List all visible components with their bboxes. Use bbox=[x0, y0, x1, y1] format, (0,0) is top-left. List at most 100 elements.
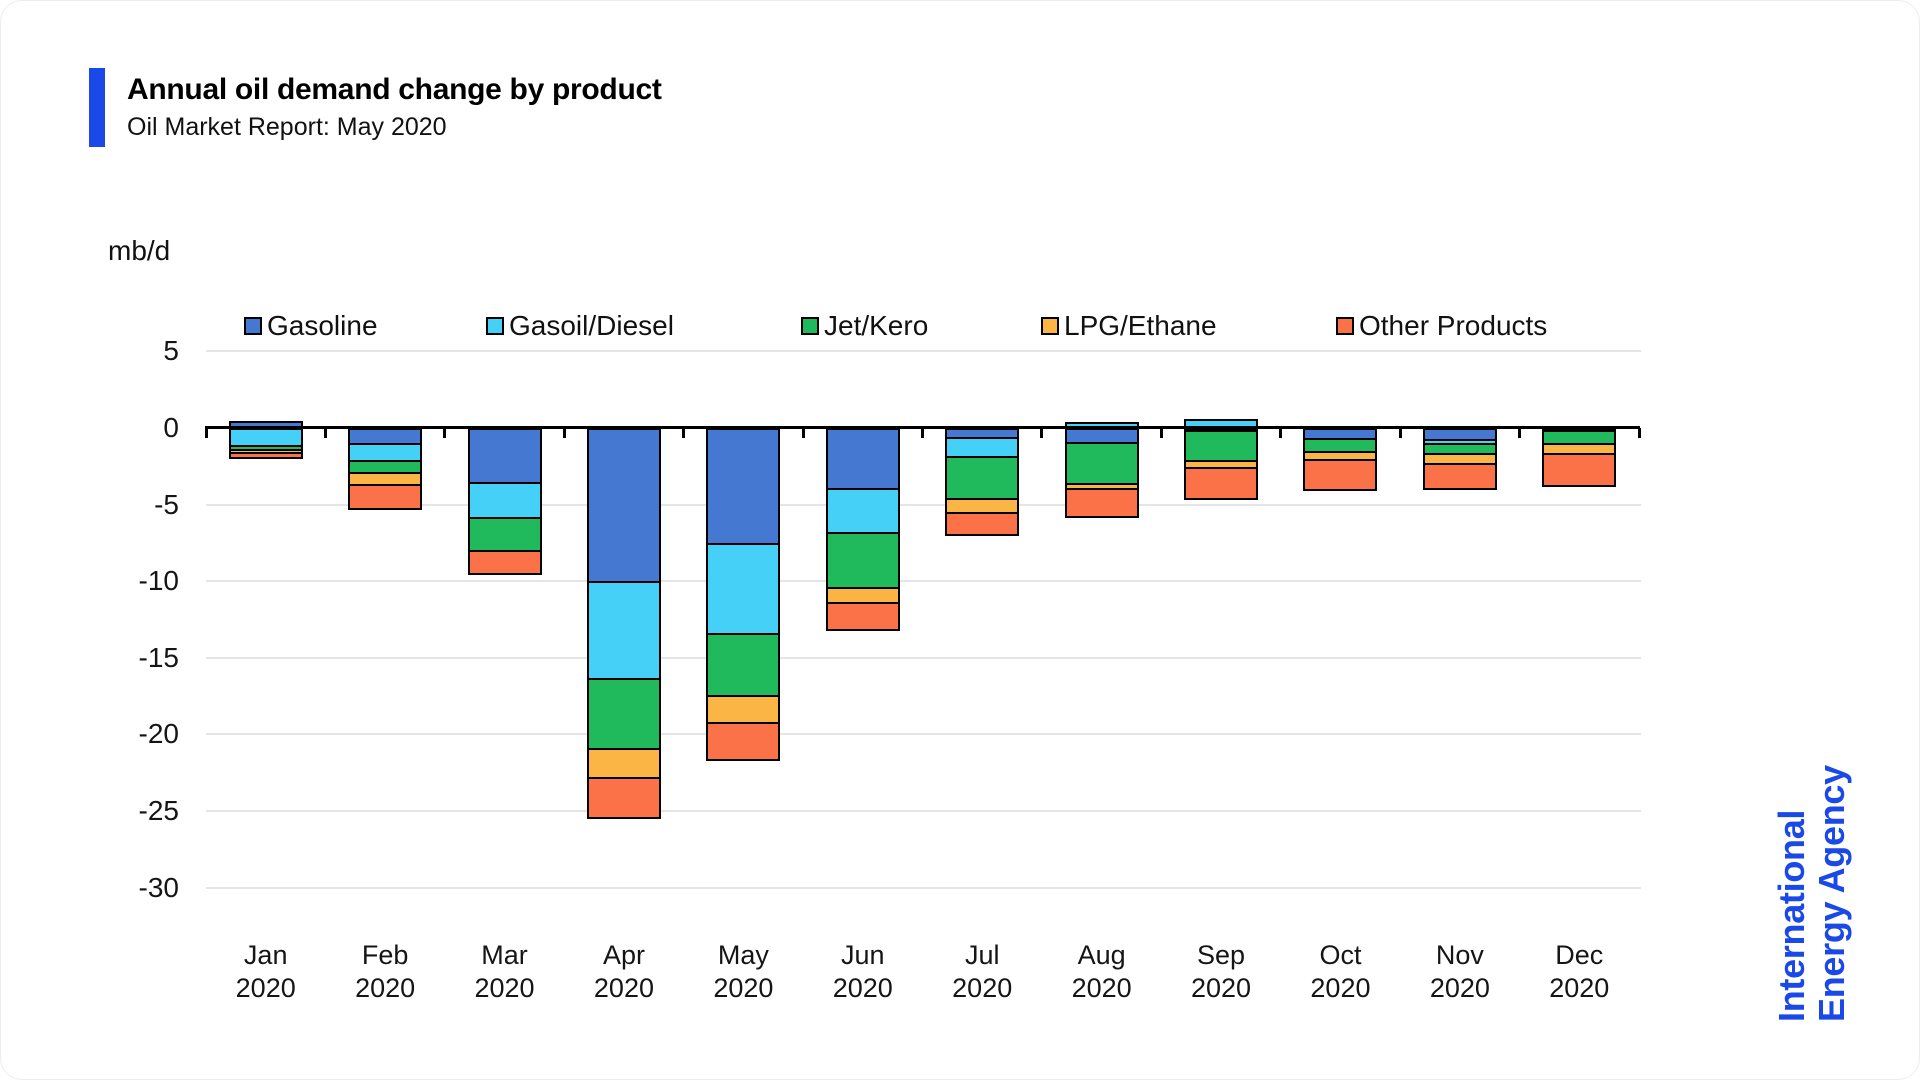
x-label-year: 2020 bbox=[355, 973, 416, 1003]
x-label-month: Oct bbox=[1319, 940, 1362, 970]
y-axis-tick-label: -30 bbox=[138, 871, 179, 903]
lpg-ethane-legend-label: LPG/Ethane bbox=[1064, 310, 1217, 341]
x-label-year: 2020 bbox=[952, 973, 1013, 1003]
x-label-year: 2020 bbox=[1549, 973, 1610, 1003]
x-label-month: Jun bbox=[841, 940, 885, 970]
other-products-legend-swatch bbox=[1336, 317, 1354, 335]
lpg-ethane-legend-swatch bbox=[1041, 317, 1059, 335]
y-axis-tick-label: 5 bbox=[163, 335, 179, 367]
bar-segment-other-products bbox=[1542, 453, 1617, 487]
x-axis-tick-label: Jul 2020 bbox=[912, 939, 1052, 1005]
iea-wordmark: International Energy Agency bbox=[1771, 765, 1852, 1023]
y-axis-tick-label: -10 bbox=[138, 565, 179, 597]
bar-segment-gasoline bbox=[586, 428, 661, 584]
y-axis-tick-label: -25 bbox=[138, 795, 179, 826]
x-label-month: Nov bbox=[1435, 940, 1484, 970]
bar-segment-lpg-ethane bbox=[586, 748, 661, 780]
iea-wordmark-text: International Energy Agency bbox=[1771, 765, 1852, 1022]
bar-segment-jet-kero bbox=[586, 677, 661, 751]
x-label-month: Aug bbox=[1077, 940, 1126, 970]
bar-segment-gasoil-diesel bbox=[945, 437, 1020, 458]
gridline--20 bbox=[206, 733, 1641, 736]
x-label-month: Feb bbox=[361, 940, 409, 970]
x-axis-tick-mark bbox=[1398, 428, 1402, 438]
chart-subtitle: Oil Market Report: May 2020 bbox=[127, 113, 447, 141]
x-label-year: 2020 bbox=[832, 973, 893, 1003]
x-axis-tick-label: Jun 2020 bbox=[793, 939, 933, 1005]
x-axis-tick-mark bbox=[1518, 428, 1522, 438]
x-axis-tick-mark bbox=[1279, 428, 1283, 438]
x-axis-tick-mark bbox=[323, 428, 327, 438]
bar-segment-gasoline bbox=[825, 428, 900, 490]
x-label-month: May bbox=[717, 940, 769, 970]
bar-segment-other-products bbox=[348, 483, 423, 511]
x-label-month: Apr bbox=[602, 940, 645, 970]
gasoline-legend-label: Gasoline bbox=[267, 310, 378, 341]
bar-segment-jet-kero bbox=[706, 633, 781, 697]
bar-segment-jet-kero bbox=[467, 516, 542, 552]
legend-item-gasoil-diesel: Gasoil/Diesel bbox=[486, 309, 674, 343]
x-label-month: Mar bbox=[481, 940, 528, 970]
x-axis-tick-mark bbox=[1637, 428, 1641, 438]
bar-segment-jet-kero bbox=[825, 532, 900, 589]
x-label-year: 2020 bbox=[1190, 973, 1252, 1003]
bar-segment-other-products bbox=[706, 722, 781, 761]
bar-segment-gasoil-diesel bbox=[706, 542, 781, 636]
x-label-year: 2020 bbox=[713, 973, 774, 1003]
bar-segment-jet-kero bbox=[945, 455, 1020, 501]
x-label-month: Jul bbox=[964, 940, 1000, 970]
x-label-year: 2020 bbox=[1071, 973, 1132, 1003]
bar-segment-gasoline bbox=[467, 428, 542, 484]
bar-segment-gasoil-diesel bbox=[467, 481, 542, 519]
bar-segment-other-products bbox=[1184, 467, 1259, 501]
title-accent-bar bbox=[89, 68, 105, 147]
x-axis-zero-line bbox=[205, 426, 1640, 429]
bar-segment-jet-kero bbox=[1184, 429, 1259, 463]
y-axis-tick-label: 0 bbox=[163, 412, 179, 443]
y-axis-tick-label: -20 bbox=[138, 718, 179, 750]
legend-item-gasoline: Gasoline bbox=[244, 309, 378, 343]
x-label-month: Jan bbox=[243, 940, 288, 970]
x-axis-tick-label: Feb 2020 bbox=[315, 939, 455, 1005]
x-axis-tick-mark bbox=[1159, 428, 1163, 438]
bar-segment-gasoline bbox=[706, 428, 781, 545]
bar-segment-other-products bbox=[467, 549, 542, 575]
bar-segment-lpg-ethane bbox=[706, 694, 781, 725]
gridline--30 bbox=[206, 886, 1641, 889]
x-axis-tick-label: Nov 2020 bbox=[1390, 939, 1530, 1005]
x-label-year: 2020 bbox=[235, 973, 296, 1003]
bar-segment-other-products bbox=[228, 451, 303, 460]
legend-item-lpg-ethane: LPG/Ethane bbox=[1041, 309, 1217, 343]
gridline--15 bbox=[206, 656, 1641, 659]
x-axis-tick-label: Jan 2020 bbox=[196, 939, 336, 1005]
gridline--5 bbox=[206, 503, 1641, 506]
bar-segment-other-products bbox=[586, 777, 661, 820]
bar-segment-other-products bbox=[1422, 463, 1497, 490]
x-axis-tick-label: May 2020 bbox=[673, 939, 813, 1005]
gasoil-diesel-legend-swatch bbox=[486, 317, 504, 335]
other-products-legend-label: Other Products bbox=[1359, 310, 1548, 341]
iea-wordmark-line2: Energy Agency bbox=[1811, 765, 1852, 1022]
gasoil-diesel-legend-label: Gasoil/Diesel bbox=[509, 310, 674, 341]
gridline-5 bbox=[206, 350, 1641, 353]
x-label-year: 2020 bbox=[593, 973, 654, 1003]
x-axis-tick-mark bbox=[562, 428, 566, 438]
x-axis-tick-label: Mar 2020 bbox=[435, 939, 575, 1005]
x-axis-tick-mark bbox=[801, 428, 805, 438]
y-axis-tick-label: -5 bbox=[154, 488, 179, 520]
gasoline-legend-swatch bbox=[244, 317, 262, 335]
bar-segment-other-products bbox=[825, 601, 900, 631]
jet-kero-legend-swatch bbox=[801, 317, 819, 335]
bar-segment-other-products bbox=[945, 512, 1020, 536]
x-axis-tick-label: Apr 2020 bbox=[554, 939, 694, 1005]
jet-kero-legend-label: Jet/Kero bbox=[824, 310, 929, 341]
x-axis-tick-label: Aug 2020 bbox=[1032, 939, 1172, 1005]
x-axis-tick-label: Sep 2020 bbox=[1151, 939, 1291, 1005]
x-label-year: 2020 bbox=[474, 973, 535, 1003]
x-label-month: Sep bbox=[1197, 940, 1246, 970]
gridline--10 bbox=[206, 580, 1641, 583]
chart-title: Annual oil demand change by product bbox=[127, 73, 662, 106]
gridline--25 bbox=[206, 810, 1641, 812]
